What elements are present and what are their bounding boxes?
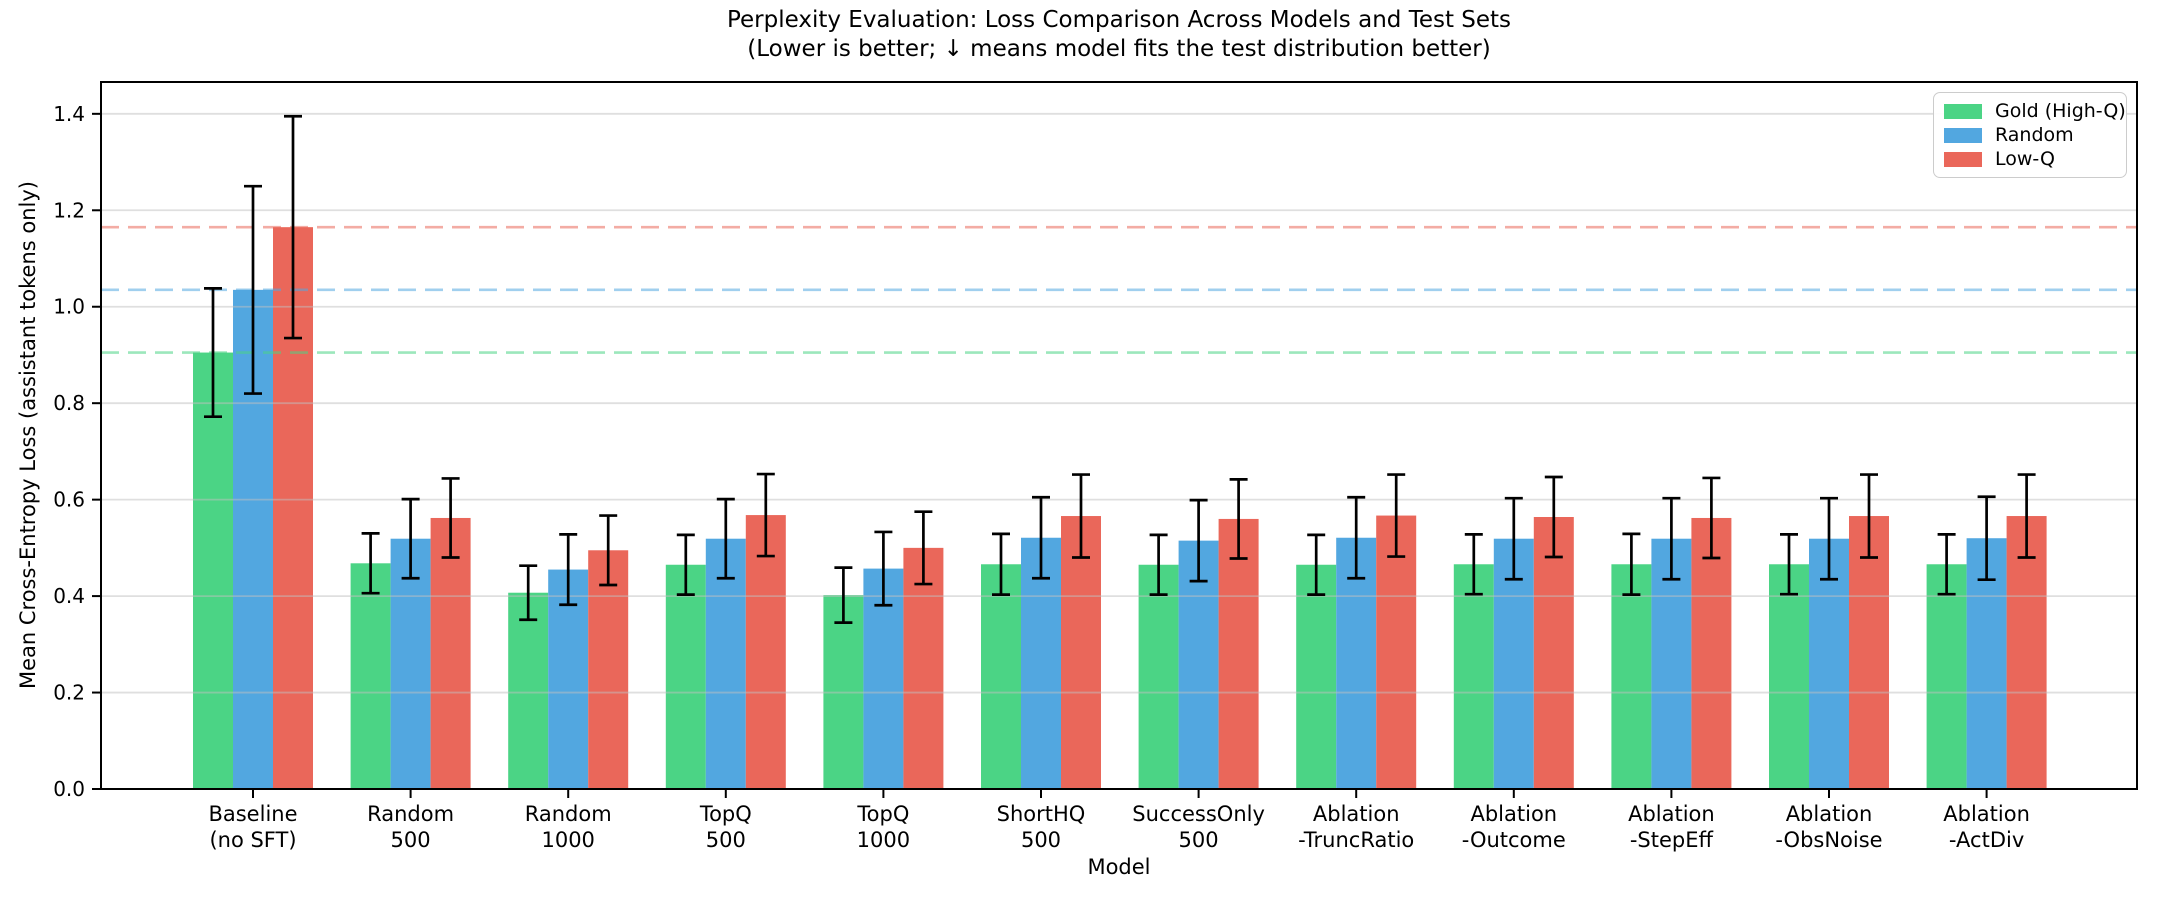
x-tick-label: Ablation: [1470, 802, 1557, 826]
legend-row: Low-Q: [1944, 147, 2116, 171]
x-tick-label: -StepEff: [1630, 828, 1714, 852]
legend: Gold (High-Q) Random Low-Q: [1933, 92, 2127, 178]
x-tick-label: -ObsNoise: [1775, 828, 1882, 852]
x-tick-label: -ActDiv: [1949, 828, 2024, 852]
y-tick-label: 0.6: [53, 488, 85, 512]
x-tick-label: -Outcome: [1462, 828, 1566, 852]
x-tick-label: SuccessOnly: [1132, 802, 1265, 826]
bar: [1453, 564, 1494, 789]
bar: [705, 538, 746, 789]
legend-row: Random: [1944, 123, 2116, 147]
bar: [1138, 564, 1179, 789]
legend-row: Gold (High-Q): [1944, 99, 2126, 123]
x-tick-label: 500: [706, 828, 746, 852]
bar: [1336, 537, 1377, 789]
y-tick-label: 0.0: [53, 777, 85, 801]
bar: [1691, 517, 1732, 789]
legend-label: Gold (High-Q): [1995, 100, 2126, 122]
chart-title: Perplexity Evaluation: Loss Comparison A…: [726, 7, 1512, 33]
x-tick-label: 1000: [541, 828, 594, 852]
bar: [390, 538, 431, 789]
y-tick-label: 1.0: [53, 295, 85, 319]
x-tick-label: 1000: [857, 828, 910, 852]
bar: [588, 550, 629, 789]
bar: [1849, 516, 1889, 789]
bar: [745, 515, 786, 789]
x-tick-label: Ablation: [1786, 802, 1873, 826]
plot-frame: [100, 81, 2138, 790]
bar: [1376, 515, 1417, 789]
x-tick-label: (no SFT): [209, 828, 296, 852]
x-tick-label: Ablation: [1943, 802, 2030, 826]
x-tick-label: Ablation: [1313, 802, 1400, 826]
bar: [1218, 518, 1259, 789]
bar: [1926, 564, 1967, 789]
legend-swatch: [1944, 103, 1982, 119]
legend-label: Low-Q: [1995, 148, 2055, 170]
bar: [350, 563, 391, 789]
y-tick-label: 0.8: [53, 391, 85, 415]
bar: [1611, 564, 1652, 789]
legend-swatch: [1944, 127, 1982, 143]
bar: [548, 569, 589, 789]
x-tick-label: -TruncRatio: [1298, 828, 1414, 852]
bar: [1021, 537, 1061, 789]
x-tick-label: Baseline: [208, 802, 297, 826]
x-tick-label: TopQ: [856, 802, 909, 826]
x-tick-label: 500: [1179, 828, 1219, 852]
title-block: Perplexity Evaluation: Loss Comparison A…: [101, 6, 2137, 64]
bar: [2006, 516, 2047, 789]
bar: [430, 517, 471, 789]
x-tick-label: 500: [1021, 828, 1061, 852]
legend-swatch: [1944, 151, 1982, 167]
bar: [1533, 517, 1574, 789]
x-tick-label: Random: [525, 802, 612, 826]
bar: [1296, 564, 1337, 789]
bar: [508, 592, 549, 789]
bar: [1061, 516, 1101, 789]
legend-label: Random: [1995, 124, 2074, 146]
bar: [1769, 564, 1809, 789]
x-tick-label: 500: [391, 828, 431, 852]
y-tick-label: 0.4: [53, 584, 85, 608]
x-tick-label: Random: [367, 802, 454, 826]
y-tick-label: 1.4: [53, 102, 85, 126]
chart-subtitle: (Lower is better; ↓ means model fits the…: [747, 36, 1491, 62]
bar: [193, 352, 233, 789]
bar: [981, 564, 1021, 789]
bar: [665, 564, 706, 789]
x-tick-label: ShortHQ: [997, 802, 1086, 826]
x-tick-label: TopQ: [699, 802, 752, 826]
y-tick-label: 1.2: [53, 198, 85, 222]
x-tick-label: Ablation: [1628, 802, 1715, 826]
y-tick-label: 0.2: [53, 681, 85, 705]
bar: [903, 547, 944, 789]
x-axis-label: Model: [1087, 855, 1151, 879]
